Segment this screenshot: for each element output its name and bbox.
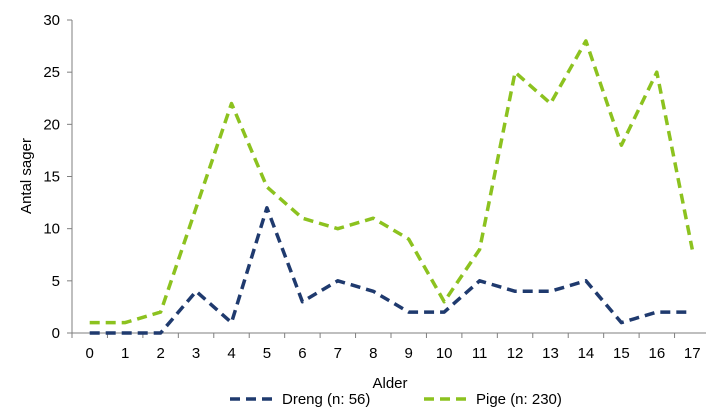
y-tick-label: 15 bbox=[43, 169, 60, 186]
x-axis: 0 1 2 3 4 5 6 7 8 9 10 11 12 13 14 15 16 17 bbox=[71, 332, 706, 362]
legend-label-2: Pige (n: 230) bbox=[476, 391, 562, 408]
x-tick-label: 9 bbox=[405, 345, 413, 362]
x-tick-label: 11 bbox=[472, 345, 488, 362]
x-tick-label: 12 bbox=[507, 345, 524, 362]
series-line-1 bbox=[89, 206, 693, 335]
legend: Dreng (n: 56) Pige (n: 230) bbox=[230, 391, 562, 408]
x-tick-label: 0 bbox=[86, 345, 94, 362]
x-tick-label: 8 bbox=[369, 345, 377, 362]
y-axis: 0 5 10 15 20 25 30 bbox=[43, 12, 73, 342]
y-axis-title: Antal sager bbox=[18, 138, 35, 214]
x-tick-label: 1 bbox=[121, 345, 129, 362]
x-tick-label: 17 bbox=[684, 345, 701, 362]
y-tick-label: 5 bbox=[52, 273, 60, 290]
x-tick-label: 6 bbox=[298, 345, 306, 362]
x-axis-title: Alder bbox=[372, 375, 407, 392]
legend-label-1: Dreng (n: 56) bbox=[282, 391, 370, 408]
x-tick-label: 15 bbox=[613, 345, 630, 362]
y-tick-label: 0 bbox=[52, 325, 60, 342]
x-tick-label: 14 bbox=[578, 345, 595, 362]
x-tick-label: 10 bbox=[436, 345, 453, 362]
x-tick-label: 3 bbox=[192, 345, 200, 362]
x-tick-label: 4 bbox=[227, 345, 235, 362]
series-layer bbox=[89, 39, 695, 335]
x-tick-label: 7 bbox=[334, 345, 342, 362]
y-tick-label: 30 bbox=[43, 12, 60, 29]
series-line-2 bbox=[89, 39, 695, 325]
x-tick-label: 13 bbox=[542, 345, 559, 362]
y-tick-label: 10 bbox=[43, 221, 60, 238]
y-tick-label: 25 bbox=[43, 64, 60, 81]
x-tick-label: 2 bbox=[156, 345, 164, 362]
y-tick-label: 20 bbox=[43, 116, 60, 133]
x-tick-label: 16 bbox=[648, 345, 665, 362]
x-tick-label: 5 bbox=[263, 345, 271, 362]
